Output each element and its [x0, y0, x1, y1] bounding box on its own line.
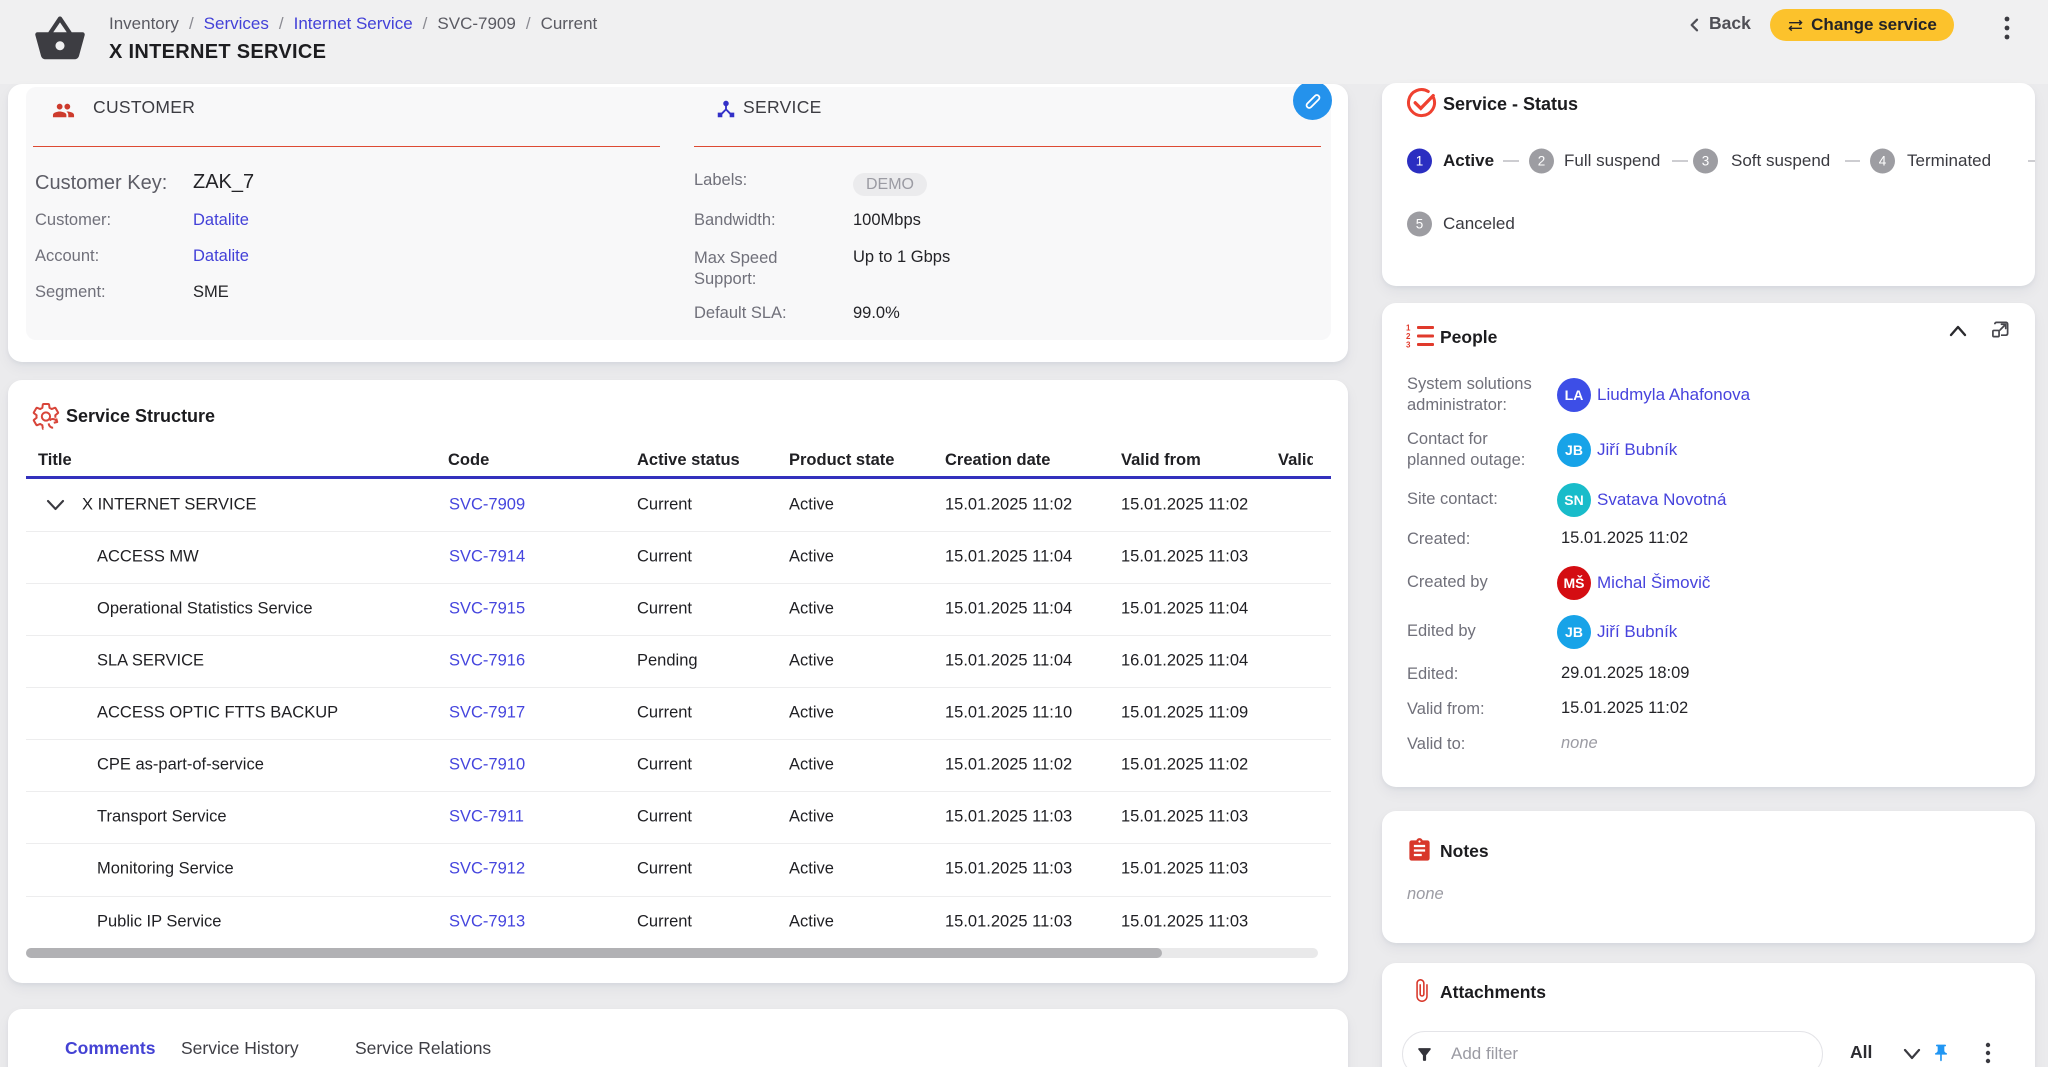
svg-text:3: 3	[1406, 341, 1411, 349]
svg-text:2: 2	[1406, 332, 1411, 341]
svg-text:1: 1	[1406, 324, 1411, 333]
